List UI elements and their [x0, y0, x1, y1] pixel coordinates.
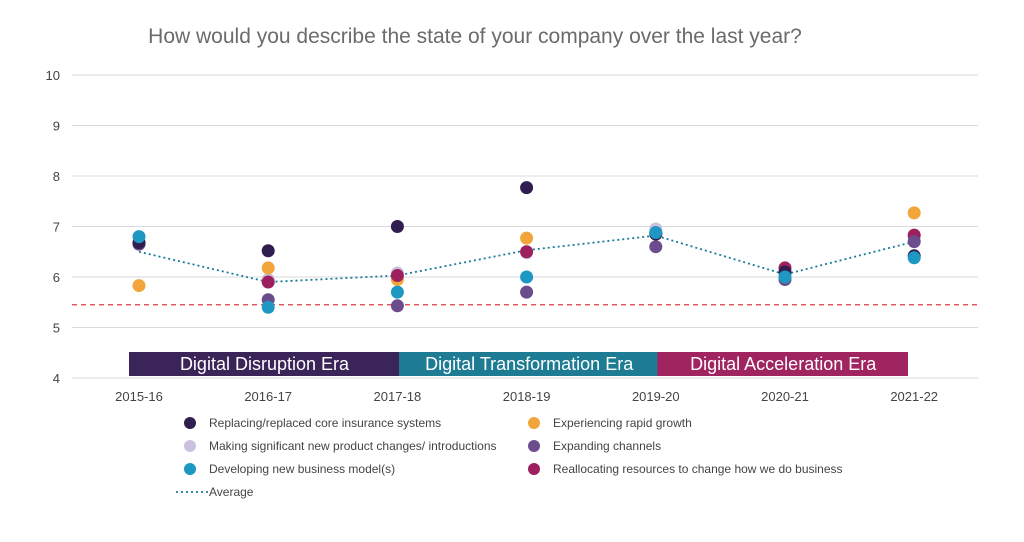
- data-point: [390, 299, 404, 313]
- chart-title: How would you describe the state of your…: [148, 25, 802, 48]
- x-tick-label: 2015-16: [115, 389, 163, 404]
- legend-label: Making significant new product changes/ …: [209, 439, 497, 453]
- data-point: [261, 275, 275, 289]
- data-points: [132, 181, 921, 314]
- y-tick-label: 6: [53, 270, 60, 285]
- legend-marker: [184, 463, 196, 475]
- x-tick-label: 2019-20: [632, 389, 680, 404]
- data-point: [261, 244, 275, 258]
- y-tick-label: 10: [46, 68, 60, 83]
- data-point: [907, 235, 921, 249]
- legend-item: Average: [176, 485, 254, 499]
- legend-label: Replacing/replaced core insurance system…: [209, 416, 441, 430]
- y-tick-label: 4: [53, 371, 60, 386]
- legend-marker: [184, 417, 196, 429]
- legend-label: Expanding channels: [553, 439, 661, 453]
- data-point: [649, 240, 663, 254]
- data-point: [390, 285, 404, 299]
- legend-item: Replacing/replaced core insurance system…: [184, 416, 441, 430]
- era-band: Digital Disruption Era: [129, 352, 401, 376]
- legend-item: Expanding channels: [528, 439, 661, 453]
- data-point: [261, 261, 275, 275]
- data-point: [520, 181, 534, 195]
- x-tick-label: 2018-19: [503, 389, 551, 404]
- data-point: [778, 270, 792, 284]
- legend-label: Average: [209, 485, 254, 499]
- era-band-rect: [398, 352, 659, 376]
- legend-item: Experiencing rapid growth: [528, 416, 692, 430]
- era-band: Digital Acceleration Era: [657, 352, 908, 376]
- legend-label: Experiencing rapid growth: [553, 416, 692, 430]
- legend-marker: [528, 440, 540, 452]
- legend-item: Making significant new product changes/ …: [184, 439, 497, 453]
- era-band-label: Digital Acceleration Era: [690, 354, 877, 374]
- x-tick-label: 2020-21: [761, 389, 809, 404]
- legend-marker: [184, 440, 196, 452]
- era-band-rect: [657, 352, 908, 376]
- grid: [72, 74, 978, 379]
- legend-marker: [528, 463, 540, 475]
- era-band-label: Digital Disruption Era: [180, 354, 350, 374]
- x-tick-label: 2021-22: [890, 389, 938, 404]
- data-point: [907, 251, 921, 265]
- legend-label: Reallocating resources to change how we …: [553, 462, 843, 476]
- x-tick-label: 2016-17: [244, 389, 292, 404]
- data-point: [520, 285, 534, 299]
- y-tick-label: 9: [53, 119, 60, 134]
- data-point: [132, 279, 146, 293]
- legend-label: Developing new business model(s): [209, 462, 395, 476]
- y-tick-label: 8: [53, 169, 60, 184]
- era-band-rect: [129, 352, 401, 376]
- x-tick-label: 2017-18: [374, 389, 422, 404]
- era-bands: Digital Disruption Era Digital Transforma…: [129, 352, 908, 376]
- data-point: [390, 268, 404, 282]
- y-tick-label: 7: [53, 220, 60, 235]
- x-axis: 2015-16 2016-17 2017-18 2018-19 2019-20 2020-…: [115, 389, 938, 404]
- data-point: [520, 270, 534, 284]
- era-band: Digital Transformation Era: [398, 352, 659, 376]
- y-tick-label: 5: [53, 321, 60, 336]
- data-point: [520, 231, 534, 245]
- data-point: [261, 300, 275, 314]
- data-point: [132, 230, 146, 244]
- legend-item: Reallocating resources to change how we …: [528, 462, 843, 476]
- legend-marker: [528, 417, 540, 429]
- legend-item: Developing new business model(s): [184, 462, 395, 476]
- data-point: [907, 206, 921, 220]
- data-point: [390, 220, 404, 233]
- data-point: [649, 226, 663, 240]
- y-axis: 4 5 6 7 8 9 10: [46, 68, 60, 386]
- era-band-label: Digital Transformation Era: [425, 354, 634, 374]
- legend: Replacing/replaced core insurance system…: [176, 416, 843, 499]
- data-point: [520, 245, 534, 259]
